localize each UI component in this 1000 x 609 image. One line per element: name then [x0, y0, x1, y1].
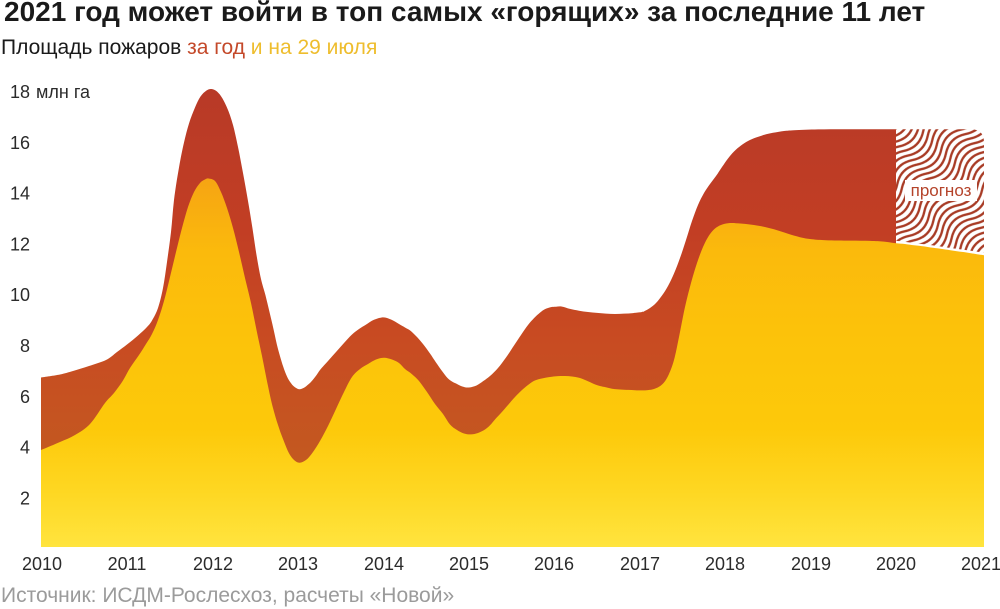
svg-text:2021: 2021 — [961, 554, 1000, 574]
svg-text:2015: 2015 — [449, 554, 489, 574]
svg-text:2: 2 — [20, 488, 30, 508]
svg-text:2017: 2017 — [620, 554, 660, 574]
svg-text:2018: 2018 — [705, 554, 745, 574]
svg-text:4: 4 — [20, 438, 30, 458]
svg-text:2016: 2016 — [534, 554, 574, 574]
svg-text:2012: 2012 — [193, 554, 233, 574]
svg-text:прогноз: прогноз — [911, 181, 972, 200]
svg-text:12: 12 — [10, 234, 30, 254]
svg-text:10: 10 — [10, 285, 30, 305]
svg-text:2011: 2011 — [108, 554, 147, 574]
svg-text:2019: 2019 — [791, 554, 831, 574]
svg-text:18: 18 — [10, 82, 30, 102]
svg-text:2010: 2010 — [22, 554, 62, 574]
svg-text:2013: 2013 — [278, 554, 318, 574]
svg-text:2020: 2020 — [876, 554, 916, 574]
svg-text:16: 16 — [10, 133, 30, 153]
svg-text:14: 14 — [10, 184, 30, 204]
svg-text:8: 8 — [20, 336, 30, 356]
svg-text:млн га: млн га — [36, 82, 91, 102]
svg-text:2014: 2014 — [364, 554, 404, 574]
svg-text:6: 6 — [20, 387, 30, 407]
